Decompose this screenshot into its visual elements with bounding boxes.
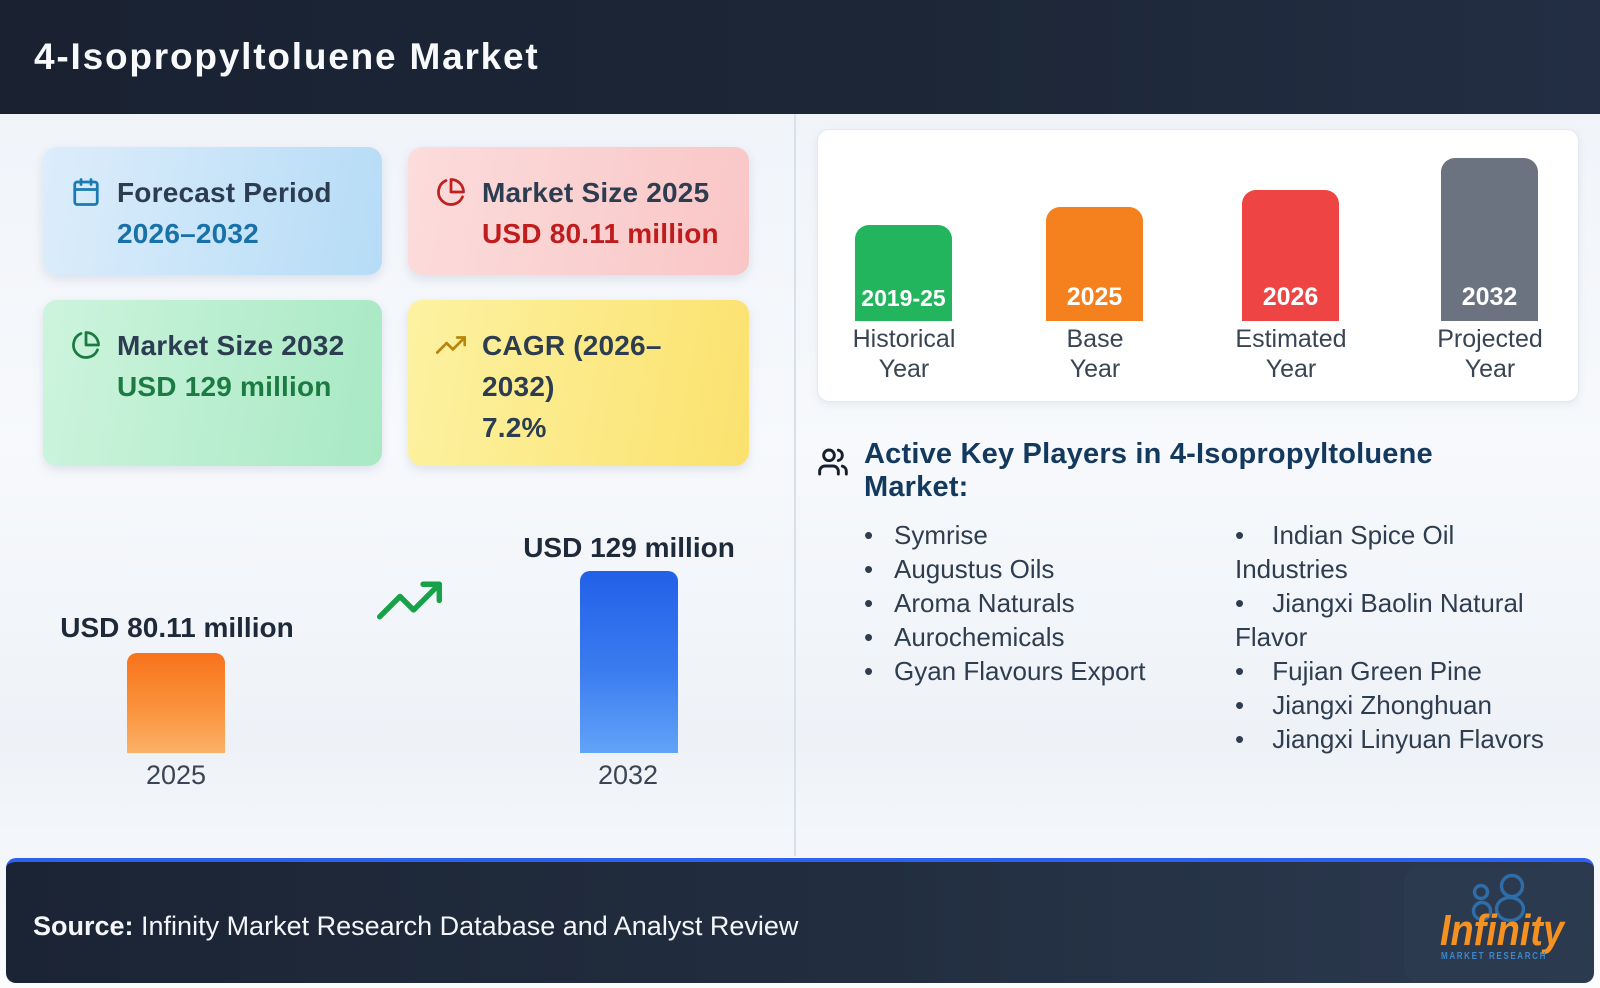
svg-text:MARKET RESEARCH: MARKET RESEARCH [1441, 951, 1547, 962]
svg-text:Infinity: Infinity [1440, 906, 1566, 955]
